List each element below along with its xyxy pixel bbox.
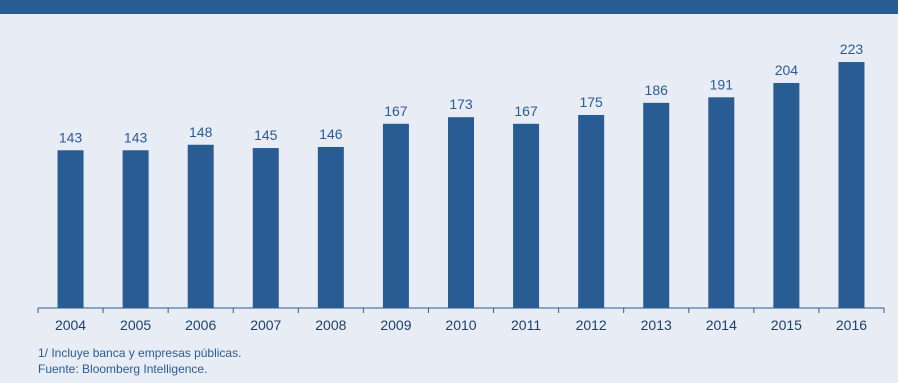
x-tick-label-2014: 2014 [706,317,737,333]
x-tick-label-2012: 2012 [576,317,607,333]
bar-2011 [513,123,540,309]
value-label-2010: 173 [449,96,473,112]
header-band [0,0,898,14]
bars-group [57,62,865,309]
x-tick-label-2007: 2007 [250,317,281,333]
value-label-2011: 167 [514,103,538,119]
bar-2014 [708,97,735,309]
value-label-2012: 175 [579,94,603,110]
bar-2006 [187,144,214,308]
bar-2016 [838,62,865,308]
value-label-2005: 143 [124,129,148,145]
x-tick-label-2008: 2008 [315,317,346,333]
value-label-2004: 143 [59,129,83,145]
x-tick-label-2013: 2013 [641,317,672,333]
bar-2010 [448,117,474,308]
bar-2008 [317,146,344,308]
x-tick-label-2015: 2015 [771,317,802,333]
source-note: Fuente: Bloomberg Intelligence. [38,362,208,376]
bar-2004 [57,150,84,308]
bar-2009 [382,123,409,309]
bar-2007 [252,148,279,308]
value-label-2008: 146 [319,126,343,142]
x-axis: 2004 2005 2006 2007 2008 2009 2010 2011 2012 2013… [37,307,885,333]
value-label-2016: 223 [840,41,864,57]
value-label-2009: 167 [384,103,408,119]
x-tick-label-2011: 2011 [511,317,541,333]
value-label-2006: 148 [189,124,213,140]
bar-2005 [122,150,149,308]
x-tick-label-2004: 2004 [55,317,86,333]
bar-2012 [578,114,605,309]
x-tick-label-2010: 2010 [445,317,476,333]
bar-2013 [643,102,670,308]
x-tick-label-2005: 2005 [120,317,151,333]
value-label-2014: 191 [710,76,734,92]
footnote: 1/ Incluye banca y empresas públicas. [38,346,242,360]
value-label-2007: 145 [254,127,278,143]
bar-2015 [773,82,800,308]
value-label-2013: 186 [645,82,669,98]
x-tick-label-2009: 2009 [380,317,411,333]
value-labels-group: 143 143 148 145 146 167 173 167 175 186 191 204 223 [59,41,863,145]
x-tick-label-2016: 2016 [836,317,867,333]
value-label-2015: 204 [775,62,799,78]
x-tick-label-2006: 2006 [185,317,216,333]
